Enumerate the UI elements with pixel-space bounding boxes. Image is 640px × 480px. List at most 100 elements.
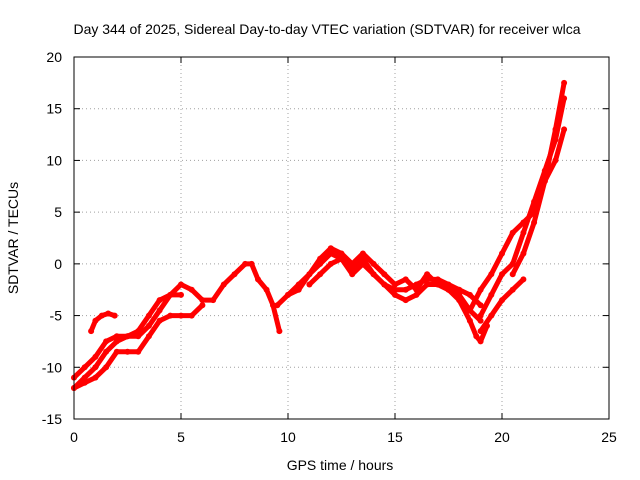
data-point: [424, 281, 431, 288]
data-point: [156, 307, 163, 314]
data-point: [561, 79, 568, 86]
data-point: [531, 219, 538, 226]
data-point: [381, 271, 388, 278]
x-tick-label: 0: [70, 429, 78, 445]
data-point: [81, 364, 88, 371]
data-point: [477, 302, 484, 309]
data-point: [167, 312, 174, 319]
data-point: [199, 297, 206, 304]
data-point: [359, 250, 366, 257]
data-point: [392, 291, 398, 298]
data-point: [135, 333, 142, 340]
data-point: [327, 245, 334, 252]
data-point: [520, 276, 527, 283]
data-point: [306, 281, 313, 288]
data-series: [71, 79, 568, 391]
x-tick-label: 20: [494, 429, 510, 445]
data-point: [135, 348, 142, 355]
data-point: [167, 291, 174, 298]
x-tick-label: 25: [601, 429, 617, 445]
chart-title: Day 344 of 2025, Sidereal Day-to-day VTE…: [73, 21, 580, 37]
data-point: [92, 353, 99, 360]
data-point: [105, 310, 112, 317]
data-point: [103, 348, 110, 355]
data-point: [178, 291, 184, 298]
data-point: [145, 333, 152, 340]
data-point: [295, 281, 302, 288]
data-point: [370, 271, 377, 278]
data-point: [473, 333, 480, 340]
data-point: [306, 271, 313, 278]
data-point: [349, 271, 356, 278]
series-line: [510, 80, 567, 277]
grid: [74, 57, 609, 419]
series-track-d: [88, 310, 118, 335]
data-point: [124, 333, 131, 340]
data-point: [359, 255, 366, 262]
data-point: [113, 333, 120, 340]
data-point: [124, 348, 131, 355]
data-point: [242, 260, 249, 267]
data-point: [199, 302, 206, 309]
data-point: [520, 250, 527, 257]
data-point: [81, 379, 88, 386]
data-point: [499, 250, 505, 257]
data-point: [456, 297, 463, 304]
data-point: [509, 271, 516, 278]
series-track-b: [71, 302, 206, 391]
axis-ticks: 0 5 10 15 20 25 -15 -10 -5 0 5 10 15 20: [42, 49, 617, 445]
data-point: [477, 312, 484, 319]
data-point: [499, 271, 505, 278]
data-point: [92, 374, 99, 381]
data-point: [520, 229, 527, 236]
data-point: [531, 198, 538, 205]
data-point: [274, 302, 281, 309]
data-point: [145, 322, 152, 329]
data-point: [509, 260, 516, 267]
y-tick-label: 5: [54, 204, 62, 220]
data-point: [488, 271, 495, 278]
data-point: [113, 338, 120, 345]
data-point: [349, 266, 356, 272]
data-point: [402, 297, 409, 304]
data-point: [541, 178, 548, 185]
y-tick-label: -10: [42, 359, 62, 375]
data-point: [477, 286, 484, 293]
data-point: [81, 374, 88, 381]
data-point: [255, 276, 261, 283]
data-point: [92, 364, 99, 371]
data-point: [392, 281, 398, 288]
plot-frame: [73, 56, 610, 420]
data-point: [381, 281, 388, 288]
data-point: [434, 281, 441, 288]
data-point: [98, 312, 105, 319]
data-point: [231, 271, 238, 278]
data-point: [445, 281, 452, 288]
data-point: [135, 328, 142, 335]
data-point: [178, 312, 184, 319]
series-line: [71, 261, 282, 391]
data-point: [552, 157, 559, 164]
data-point: [402, 276, 409, 283]
data-point: [370, 260, 377, 267]
data-point: [156, 297, 163, 304]
data-point: [220, 281, 227, 288]
data-point: [413, 291, 420, 298]
data-point: [477, 338, 484, 345]
data-point: [145, 312, 152, 319]
y-tick-label: 20: [46, 49, 62, 65]
data-point: [424, 271, 431, 278]
y-axis-label: SDTVAR / TECUs: [5, 182, 21, 294]
data-point: [327, 260, 334, 267]
data-point: [338, 250, 345, 257]
data-point: [285, 291, 291, 298]
data-point: [248, 260, 255, 267]
data-point: [188, 312, 195, 319]
data-point: [466, 317, 473, 324]
series-track-h: [477, 276, 527, 335]
data-point: [270, 302, 276, 309]
data-point: [488, 312, 495, 319]
data-point: [317, 255, 324, 262]
